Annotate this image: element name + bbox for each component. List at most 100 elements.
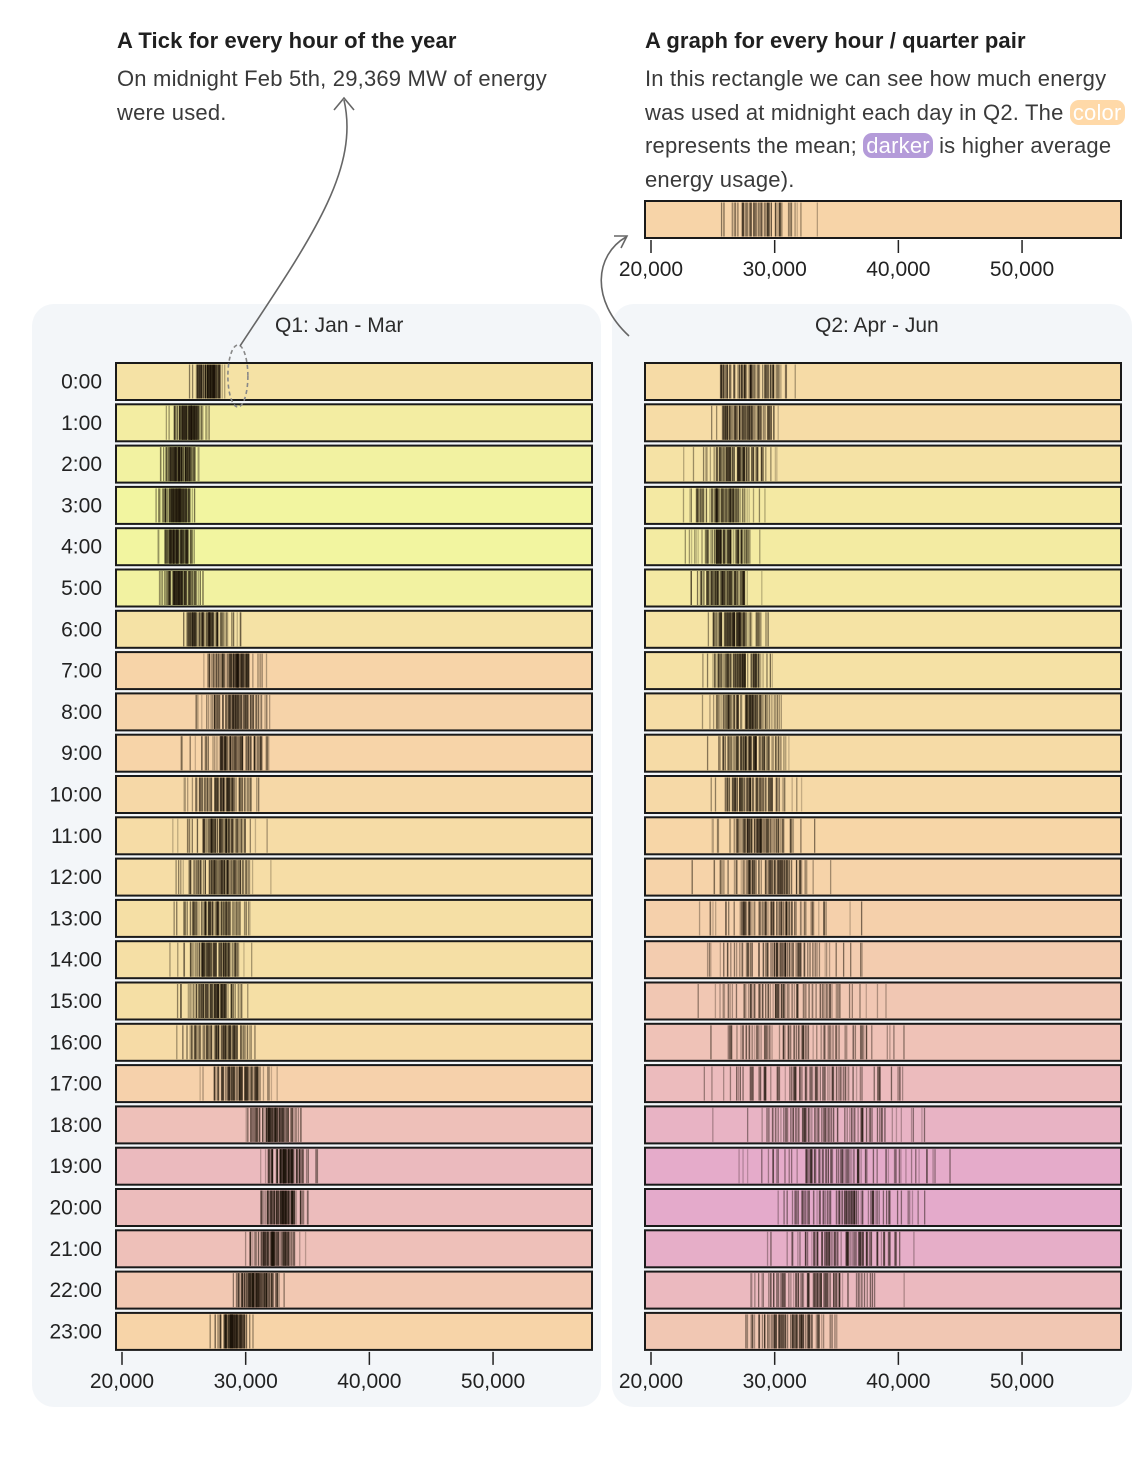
- row-label: 0:00: [61, 371, 102, 394]
- panel-q1-title: Q1: Jan - Mar: [275, 314, 404, 337]
- strip-q2-1400-bg: [644, 940, 1122, 980]
- strip-q1-1700-bg: [115, 1064, 593, 1104]
- strip-q2-2300-bg: [644, 1311, 1122, 1351]
- strip-q2-200: [644, 444, 1122, 484]
- strip-q1-1100: [115, 816, 593, 856]
- strip-q2-300: [644, 485, 1122, 525]
- row-label: 23:00: [49, 1320, 102, 1343]
- q1-x-axis-tick-label: 40,000: [337, 1370, 401, 1393]
- q1-x-axis: 20,000 30,000 40,000 50,000: [90, 1351, 525, 1393]
- strip-q2-1300-bg: [644, 898, 1122, 938]
- strip-q2-2200-bg: [644, 1270, 1122, 1310]
- strip-q1-1400: [115, 940, 593, 980]
- row-label: 17:00: [49, 1073, 102, 1096]
- strip-q1-600-bg: [115, 609, 593, 649]
- annotation-arrowhead-right: [614, 235, 629, 249]
- strip-q2-900-bg: [644, 733, 1122, 773]
- strip-q1-300: [115, 485, 593, 525]
- strip-q2-1100-bg: [644, 816, 1122, 856]
- example-x-axis-tick-label: 30,000: [743, 258, 807, 281]
- strip-q1-1100-bg: [115, 816, 593, 856]
- strip-q2-2000-bg: [644, 1188, 1122, 1227]
- annotation-right: A graph for every hour / quarter pair In…: [645, 28, 1130, 196]
- strip-q2-1800: [644, 1105, 1122, 1145]
- legend-darker-chip: darker: [863, 133, 933, 158]
- row-label: 5:00: [61, 577, 102, 600]
- strip-q1-100-bg: [115, 403, 593, 443]
- strip-q1-400: [115, 527, 593, 567]
- strip-q1-1800-bg: [115, 1105, 593, 1145]
- strip-q2-000-bg: [644, 362, 1122, 401]
- row-label: 7:00: [61, 660, 102, 683]
- strip-q1-700-bg: [115, 651, 593, 691]
- strip-q1-500-bg: [115, 568, 593, 608]
- strip-q1-2200-bg: [115, 1270, 593, 1310]
- strip-q1-500: [115, 568, 593, 608]
- strip-q2-600: [644, 609, 1122, 649]
- strip-q2-800: [644, 692, 1122, 732]
- annotation-arrowhead-left: [333, 96, 355, 111]
- strip-q1-300-bg: [115, 485, 593, 525]
- strip-q2-000: [644, 362, 1122, 401]
- example-strip: [644, 200, 1122, 239]
- strip-q2-600-bg: [644, 609, 1122, 649]
- strip-q1-2100-bg: [115, 1229, 593, 1269]
- row-label: 2:00: [61, 453, 102, 476]
- row-label: 20:00: [49, 1197, 102, 1220]
- q2-x-axis-tick-label: 20,000: [619, 1370, 683, 1393]
- strip-q2-700: [644, 651, 1122, 691]
- annotation-right-text-3: is higher average energy usage).: [645, 133, 1112, 192]
- strip-q1-1600: [115, 1022, 593, 1062]
- row-label: 11:00: [51, 825, 102, 848]
- example-x-axis-tick-label: 40,000: [866, 258, 930, 281]
- example-strip-bg: [644, 200, 1122, 239]
- strip-q1-1200-bg: [115, 857, 593, 897]
- strip-q1-900-bg: [115, 733, 593, 773]
- strip-q2-1000-bg: [644, 775, 1122, 814]
- strip-q2-1100: [644, 816, 1122, 856]
- strip-q1-600: [115, 609, 593, 649]
- strip-q1-2000-bg: [115, 1188, 593, 1227]
- strip-q1-1900-bg: [115, 1146, 593, 1186]
- strip-q2-1400: [644, 940, 1122, 980]
- strip-q2-1700-bg: [644, 1064, 1122, 1104]
- strip-q1-900: [115, 733, 593, 773]
- strip-q2-1700: [644, 1064, 1122, 1104]
- strip-q2-1800-bg: [644, 1105, 1122, 1145]
- annotation-arrow-left: [239, 99, 348, 347]
- annotation-left-text: On midnight Feb 5th, 29,369 MW of energy…: [117, 66, 547, 125]
- highlight-ellipse: [227, 344, 249, 408]
- panel-q2-title: Q2: Apr - Jun: [815, 314, 939, 337]
- strip-q2-1200-bg: [644, 857, 1122, 897]
- strip-q2-1500-bg: [644, 981, 1122, 1021]
- strip-q1-000-bg: [115, 362, 593, 401]
- strip-q1-1300: [115, 898, 593, 938]
- strip-q2-2000: [644, 1188, 1122, 1227]
- example-x-axis-tick-label: 20,000: [619, 258, 683, 281]
- legend-color-chip: color: [1069, 99, 1125, 125]
- strip-q1-1800: [115, 1105, 593, 1145]
- strip-q2-2300: [644, 1311, 1122, 1351]
- annotation-left-title: A Tick for every hour of the year: [117, 28, 457, 53]
- annotation-right-text: In this rectangle we can see how much en…: [645, 62, 1130, 196]
- row-label: 4:00: [61, 536, 102, 559]
- strip-q1-400-bg: [115, 527, 593, 567]
- row-label: 22:00: [49, 1279, 102, 1302]
- strip-q1-1300-bg: [115, 898, 593, 938]
- strip-q2-1200: [644, 857, 1122, 897]
- q2-x-axis-tick-label: 40,000: [866, 1370, 930, 1393]
- strip-q2-100-bg: [644, 403, 1122, 443]
- strip-q1-2300-bg: [115, 1311, 593, 1351]
- strip-q2-1000: [644, 775, 1122, 814]
- strip-q2-1300: [644, 898, 1122, 938]
- row-label: 13:00: [49, 907, 102, 930]
- q1-x-axis-tick-label: 20,000: [90, 1370, 154, 1393]
- strip-q2-900: [644, 733, 1122, 773]
- strip-q1-1400-bg: [115, 940, 593, 980]
- strip-q1-100: [115, 403, 593, 443]
- strip-q2-1500: [644, 981, 1122, 1021]
- strip-q1-200: [115, 444, 593, 484]
- strip-q1-000: [115, 362, 593, 401]
- strip-q2-1900-bg: [644, 1146, 1122, 1186]
